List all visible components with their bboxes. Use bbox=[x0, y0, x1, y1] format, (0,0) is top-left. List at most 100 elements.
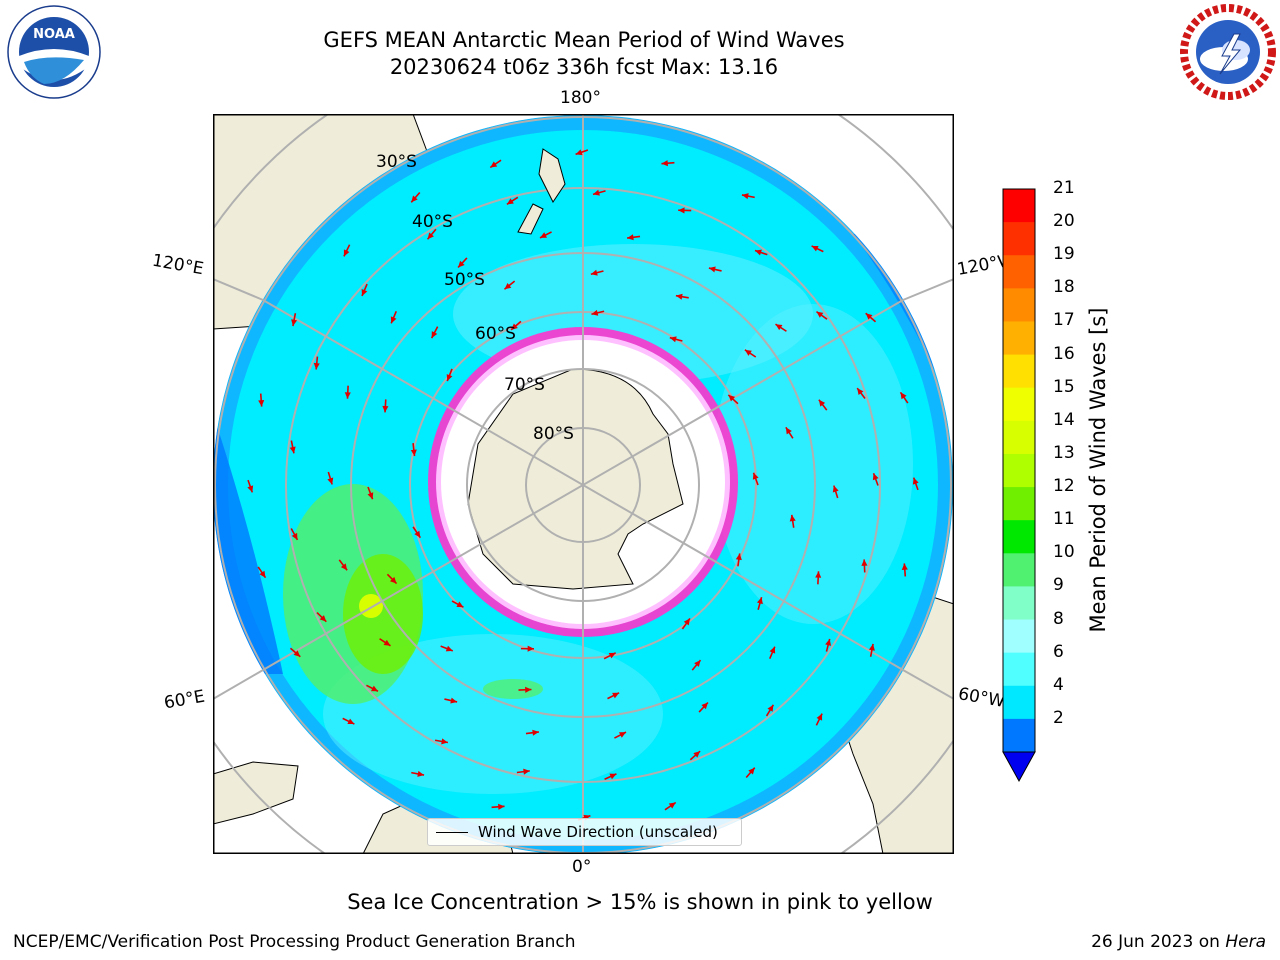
wave-arrow-head bbox=[343, 249, 350, 257]
wave-arrow-head bbox=[789, 514, 796, 522]
wave-arrow-head bbox=[456, 601, 464, 608]
wave-arrow-head bbox=[370, 685, 378, 692]
lon-label-60w: 60°W bbox=[956, 684, 1007, 712]
wave-arrow-head bbox=[815, 571, 822, 578]
colorbar-tick-label: 18 bbox=[1053, 277, 1075, 298]
wave-arrow-head bbox=[752, 472, 759, 480]
wave-arrow-head bbox=[769, 646, 776, 654]
colorbar-swatch bbox=[1003, 222, 1035, 256]
wave-arrow-head bbox=[319, 615, 327, 622]
wave-arrow-head bbox=[818, 399, 826, 407]
wave-arrow-head bbox=[627, 234, 634, 241]
colorbar-tick-label: 16 bbox=[1053, 343, 1075, 364]
wave-arrow-head bbox=[411, 195, 418, 203]
colorbar-tick-label: 4 bbox=[1053, 674, 1064, 695]
colorbar-tick-label: 19 bbox=[1053, 244, 1075, 265]
wave-arrow-head bbox=[861, 559, 868, 566]
lon-label-60e: 60°E bbox=[162, 686, 207, 714]
colorbar-swatch bbox=[1003, 718, 1035, 753]
wave-arrow-head bbox=[901, 563, 908, 570]
colorbar-swatch bbox=[1003, 553, 1035, 587]
map-legend: Wind Wave Direction (unscaled) bbox=[427, 818, 742, 846]
land-new-zealand bbox=[517, 148, 566, 235]
colorbar-tick-label: 9 bbox=[1053, 575, 1064, 596]
wave-arrow-head bbox=[669, 336, 677, 343]
wave-arrow-head bbox=[527, 645, 534, 652]
wave-arrow-head bbox=[728, 394, 736, 402]
chart-subtitle: 20230624 t06z 336h fcst Max: 13.16 bbox=[389, 55, 779, 79]
wave-arrow-head bbox=[575, 149, 583, 156]
wave-arrow-head bbox=[668, 802, 676, 809]
noaa-logo: NOAA bbox=[7, 5, 101, 99]
wave-arrow-head bbox=[293, 650, 301, 657]
wave-arrow-head bbox=[427, 232, 434, 240]
wave-arrow-head bbox=[816, 311, 824, 318]
wave-arrow-head bbox=[291, 319, 298, 327]
wave-arrow-head bbox=[785, 427, 792, 435]
colorbar-swatch bbox=[1003, 288, 1035, 322]
wave-arrow-head bbox=[327, 477, 334, 485]
wave-arrow-head bbox=[608, 652, 616, 659]
wave-arrow-head bbox=[816, 713, 823, 721]
wave-arrow-head bbox=[609, 773, 617, 780]
colorbar-swatch bbox=[1003, 321, 1035, 356]
wave-arrow-head bbox=[693, 751, 701, 758]
colorbar-swatch bbox=[1003, 354, 1035, 389]
wave-arrow-head bbox=[431, 331, 438, 339]
wave-arrow-head bbox=[383, 639, 391, 646]
wave-arrow-head bbox=[441, 738, 448, 745]
wave-arrow-head bbox=[735, 553, 742, 561]
colorbar-tick-label: 12 bbox=[1053, 476, 1075, 497]
wave-arrow-head bbox=[506, 198, 514, 205]
wave-arrow-head bbox=[832, 485, 839, 493]
wind-wave-arrows bbox=[247, 149, 919, 821]
wave-arrow-head bbox=[259, 570, 266, 578]
polar-map bbox=[213, 114, 954, 854]
wave-arrow-head bbox=[446, 374, 453, 382]
wave-arrow-head bbox=[857, 388, 864, 395]
wave-arrow-head bbox=[414, 530, 421, 538]
wave-arrow-head bbox=[340, 563, 348, 571]
noaa-logo-text: NOAA bbox=[33, 27, 75, 42]
caption: Sea Ice Concentration > 15% is shown in … bbox=[347, 890, 933, 914]
wave-arrow-head bbox=[865, 313, 873, 320]
colorbar-tick-label: 2 bbox=[1053, 707, 1064, 728]
wave-arrow-head bbox=[347, 718, 355, 725]
nws-logo bbox=[1180, 4, 1276, 100]
colorbar-swatch bbox=[1003, 586, 1035, 621]
wave-arrow-head bbox=[389, 576, 397, 584]
colorbar-swatch bbox=[1003, 189, 1035, 223]
wave-arrow-head bbox=[593, 189, 600, 196]
wave-arrow-head bbox=[825, 638, 832, 646]
wave-arrow-head bbox=[678, 207, 685, 214]
wave-arrow-head bbox=[511, 323, 518, 330]
colorbar-tick-label: 21 bbox=[1053, 178, 1075, 198]
wave-arrow-head bbox=[539, 232, 547, 238]
wave-arrow-head bbox=[450, 697, 458, 704]
colorbar-tick-label: 15 bbox=[1053, 376, 1075, 397]
map-canvas bbox=[213, 114, 954, 854]
wave-arrow-head bbox=[661, 160, 668, 167]
colorbar-swatch bbox=[1003, 487, 1035, 521]
colorbar bbox=[1002, 188, 1036, 783]
lat-label-50s: 50°S bbox=[444, 270, 485, 290]
colorbar-swatch bbox=[1003, 420, 1035, 455]
wave-arrow-head bbox=[367, 492, 374, 500]
wave-arrow-head bbox=[313, 362, 320, 370]
wave-arrow-head bbox=[708, 266, 716, 273]
wave-arrow-head bbox=[694, 660, 701, 667]
colorbar-swatch bbox=[1003, 619, 1035, 654]
colorbar-tick-label: 17 bbox=[1053, 310, 1075, 331]
wave-arrow-head bbox=[417, 770, 425, 777]
colorbar-swatch bbox=[1003, 387, 1035, 422]
wave-arrow-head bbox=[344, 392, 351, 399]
colorbar-swatch bbox=[1003, 520, 1035, 554]
wave-arrow-head bbox=[590, 269, 598, 276]
wave-arrow-head bbox=[289, 446, 296, 454]
lat-label-80s: 80°S bbox=[533, 424, 574, 444]
lat-label-30s: 30°S bbox=[376, 152, 417, 172]
wave-arrow-head bbox=[701, 702, 708, 710]
land-antarctica bbox=[467, 368, 684, 590]
colorbar-swatch bbox=[1003, 453, 1035, 488]
wave-arrow-head bbox=[900, 392, 907, 400]
